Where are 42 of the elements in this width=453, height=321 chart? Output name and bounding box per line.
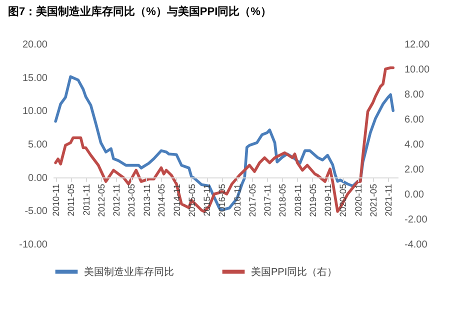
x-tick-label: 2016-05 <box>217 184 228 217</box>
x-tick-label: 2015-11 <box>202 184 212 216</box>
x-tick-label: 2018-11 <box>292 184 303 216</box>
x-tick-label: 2014-11 <box>172 184 182 216</box>
y2-tick-label: 10.00 <box>404 64 430 76</box>
x-tick-label: 2016-11 <box>232 184 242 216</box>
x-tick-label: 2015-05 <box>186 184 197 217</box>
legend-label: 美国PPI同比（右） <box>251 266 338 278</box>
x-tick-label: 2018-05 <box>278 184 288 217</box>
x-tick-label: 2017-11 <box>262 184 273 216</box>
y2-tick-label: 4.00 <box>404 140 424 150</box>
x-tick-label: 2012-11 <box>112 184 122 216</box>
y2-tick-label: -4.00 <box>404 240 428 250</box>
x-tick-label: 2021-05 <box>368 184 378 217</box>
y2-tick-label: -2.00 <box>404 214 428 226</box>
x-tick-label: 2012-05 <box>96 184 106 217</box>
x-tick-label: 2020-05 <box>338 184 348 217</box>
chart-title: 图7：美国制造业库存同比（%）与美国PPI同比（%） <box>8 5 272 18</box>
x-tick-label: 2013-05 <box>126 184 137 217</box>
y2-tick-label: 6.00 <box>404 114 424 126</box>
y-tick-label: 0.00 <box>28 172 48 184</box>
x-tick-label: 2014-05 <box>156 184 167 217</box>
y2-tick-label: 8.00 <box>404 90 424 100</box>
x-tick-label: 2011-11 <box>81 184 92 216</box>
x-tick-label: 2019-11 <box>323 184 334 216</box>
y-tick-label: 5.00 <box>28 140 48 150</box>
y-tick-label: -5.00 <box>24 206 48 218</box>
y-tick-label: 15.00 <box>22 72 48 84</box>
y2-tick-label: 12.00 <box>404 40 430 50</box>
y-tick-label: 10.00 <box>22 106 48 118</box>
x-tick-label: 2010-11 <box>51 184 62 216</box>
y-tick-label: -10.00 <box>19 240 48 250</box>
x-tick-label: 2019-05 <box>308 184 318 217</box>
x-tick-label: 2020-11 <box>353 184 364 216</box>
x-tick-label: 2021-11 <box>384 184 394 216</box>
y-tick-label: 20.00 <box>22 40 48 50</box>
x-tick-label: 2017-05 <box>247 184 258 217</box>
y2-tick-label: 2.00 <box>404 164 424 176</box>
legend-label: 美国制造业库存同比 <box>84 266 174 278</box>
x-tick-label: 2013-11 <box>142 184 152 216</box>
x-tick-label: 2011-05 <box>66 184 76 216</box>
y2-tick-label: 0.00 <box>404 190 424 200</box>
